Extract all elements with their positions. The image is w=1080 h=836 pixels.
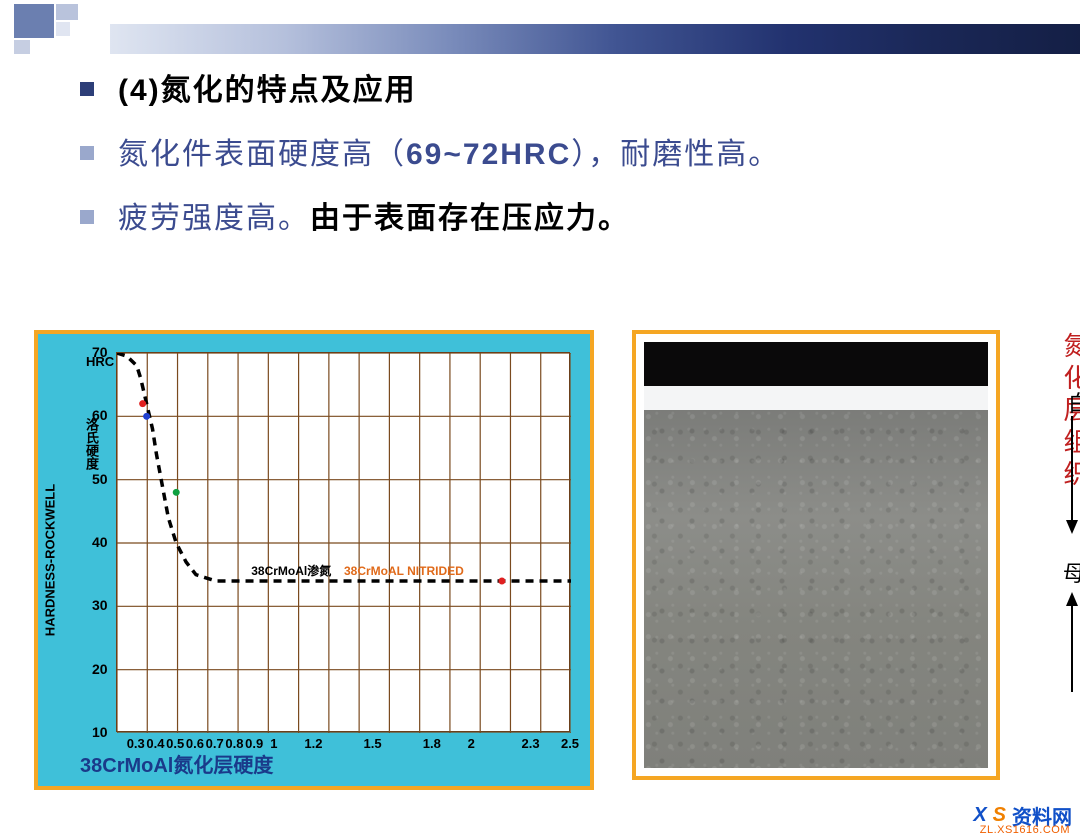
slide-corner-decoration: [14, 4, 106, 56]
micrograph-panel: 氮化层组织 白層 母材:S45C: [632, 330, 1052, 790]
chart-plot-area: 38CrMoAl渗氮 38CrMoAL NITRIDED: [116, 352, 570, 732]
chart-caption: 38CrMoAl氮化层硬度: [80, 749, 273, 778]
micrograph-white-layer: [644, 386, 988, 410]
micrograph-image: [644, 342, 988, 768]
micrograph-mount-layer: [644, 342, 988, 386]
hardness-depth-chart: HRC HARDNESS-ROCKWELL 洛氏硬度 38CrMoAl渗氮38C…: [34, 330, 594, 790]
y-axis-label-en: HARDNESS-ROCKWELL: [43, 484, 58, 636]
micrograph-frame: [632, 330, 1000, 780]
text-content: (4)氮化的特点及应用氮化件表面硬度高（69~72HRC），耐磨性高。疲劳强度高…: [0, 60, 1080, 262]
y-axis-label-cn: 洛氏硬度: [82, 418, 101, 470]
y-tick-label: 60: [92, 407, 108, 423]
y-tick-label: 40: [92, 534, 108, 550]
y-tick-label: 20: [92, 661, 108, 677]
x-tick-label: 1.8: [423, 736, 441, 751]
bullet-item: 氮化件表面硬度高（69~72HRC），耐磨性高。: [80, 134, 1020, 176]
y-tick-label: 70: [92, 344, 108, 360]
base-metal-label: 母材:S45C: [1063, 556, 1080, 588]
svg-text:38CrMoAL NITRIDED: 38CrMoAL NITRIDED: [344, 564, 464, 578]
bullet-item: 疲劳强度高。由于表面存在压应力。: [80, 198, 1020, 240]
bullet-text: 疲劳强度高。由于表面存在压应力。: [118, 198, 630, 240]
x-tick-label: 2: [468, 736, 475, 751]
bullet-item: (4)氮化的特点及应用: [80, 70, 1020, 112]
slide-header-gradient: [110, 24, 1080, 54]
y-tick-label: 50: [92, 471, 108, 487]
micrograph-base-metal: [644, 410, 988, 768]
bullet-square-icon: [80, 146, 94, 160]
bullet-text: 氮化件表面硬度高（69~72HRC），耐磨性高。: [118, 134, 780, 176]
bullet-square-icon: [80, 210, 94, 224]
y-tick-label: 10: [92, 724, 108, 740]
x-tick-label: 1.5: [364, 736, 382, 751]
y-tick-label: 30: [92, 597, 108, 613]
white-layer-label: 白層: [1068, 386, 1080, 418]
figures-row: HRC HARDNESS-ROCKWELL 洛氏硬度 38CrMoAl渗氮38C…: [34, 330, 1060, 790]
x-tick-label: 1.2: [304, 736, 322, 751]
bullet-text: (4)氮化的特点及应用: [118, 70, 417, 112]
x-tick-label: 2.5: [561, 736, 579, 751]
bullet-square-icon: [80, 82, 94, 96]
x-tick-label: 2.3: [521, 736, 539, 751]
watermark-url: ZL.XS1616.COM: [980, 824, 1070, 836]
arrow-down-icon: [1062, 416, 1080, 534]
arrow-up-icon: [1062, 592, 1080, 692]
svg-text:38CrMoAl渗氮: 38CrMoAl渗氮: [251, 563, 331, 578]
